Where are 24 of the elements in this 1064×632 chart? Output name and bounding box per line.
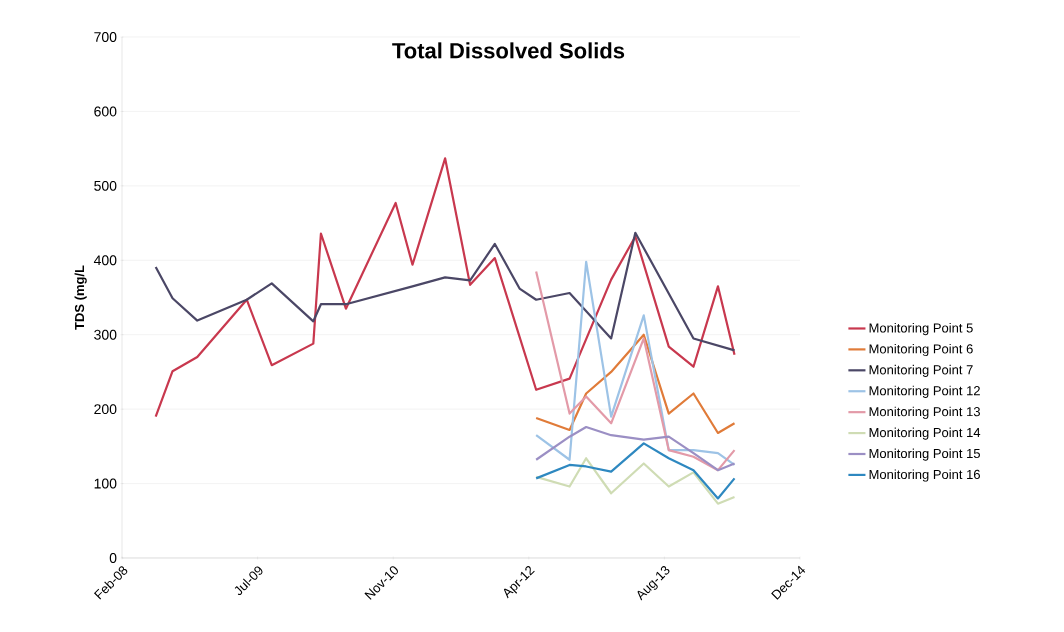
y-tick-label: 600 xyxy=(94,106,117,117)
legend-label: Monitoring Point 6 xyxy=(869,343,973,357)
y-tick-label: 400 xyxy=(93,255,117,266)
line-series xyxy=(154,157,736,418)
legend-label: Monitoring Point 16 xyxy=(869,469,980,482)
legend-label: Monitoring Point 15 xyxy=(869,448,980,461)
line-series xyxy=(535,425,736,472)
line-series xyxy=(154,231,736,352)
legend-label: Monitoring Point 14 xyxy=(869,427,981,440)
legend-label: Monitoring Point 12 xyxy=(869,385,980,398)
y-axis-title: TDS (mg/L xyxy=(74,265,87,330)
y-tick-label: 0 xyxy=(109,553,117,563)
y-tick-label: 300 xyxy=(94,329,117,340)
y-tick-label: 200 xyxy=(94,404,117,415)
y-tick-label: 500 xyxy=(94,180,117,191)
line-series xyxy=(535,457,736,505)
legend-label: Monitoring Point 7 xyxy=(869,364,973,377)
y-tick-label: 100 xyxy=(94,478,117,489)
line-series xyxy=(535,333,736,435)
legend-label: Monitoring Point 13 xyxy=(869,406,980,419)
legend-label: Monitoring Point 5 xyxy=(869,323,973,336)
line-series xyxy=(535,442,736,500)
y-tick-label: 700 xyxy=(94,32,117,42)
chart-title: Total Dissolved Solids xyxy=(392,42,625,59)
